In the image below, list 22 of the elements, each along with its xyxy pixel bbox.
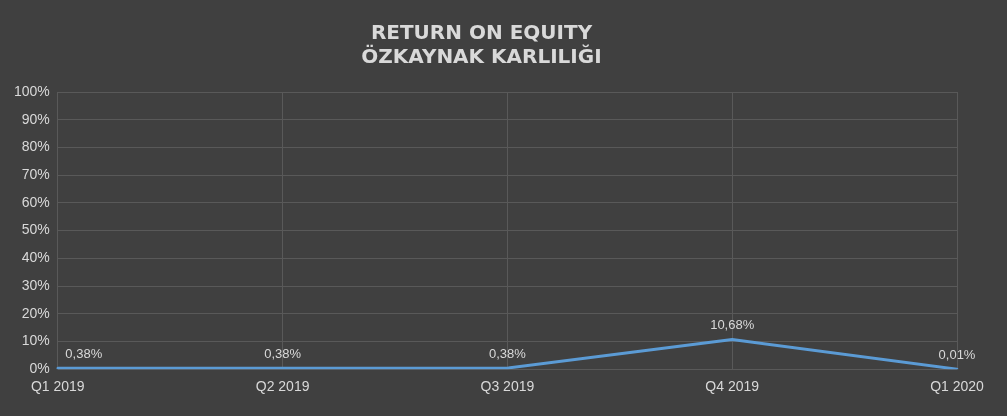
x-tick-label: Q2 2019 (255, 378, 310, 395)
y-tick-label: 50% (21, 221, 50, 238)
y-tick-label: 60% (21, 193, 50, 210)
y-tick-label: 100% (13, 82, 50, 99)
x-tick-label: Q3 2019 (480, 378, 535, 395)
y-tick-label: 80% (21, 138, 50, 155)
y-tick-label: 0% (29, 360, 50, 377)
y-tick-label: 90% (21, 110, 50, 127)
x-tick-label: Q1 2019 (30, 378, 85, 395)
data-label: 0,01% (938, 346, 976, 362)
data-label: 0,38% (65, 345, 103, 361)
y-tick-label: 40% (21, 249, 50, 266)
data-label: 10,68% (710, 317, 755, 333)
x-tick-label: Q1 2020 (930, 378, 985, 395)
y-tick-label: 20% (21, 304, 50, 321)
data-label: 0,38% (488, 345, 527, 361)
chart-title: RETURN ON EQUITY ÖZKAYNAK KARLILIĞI (361, 20, 602, 69)
x-tick-label: Q4 2019 (705, 378, 760, 395)
y-tick-label: 10% (21, 332, 50, 349)
y-tick-label: 30% (21, 276, 50, 293)
data-label: 0,38% (264, 345, 302, 361)
y-tick-label: 70% (21, 166, 50, 183)
